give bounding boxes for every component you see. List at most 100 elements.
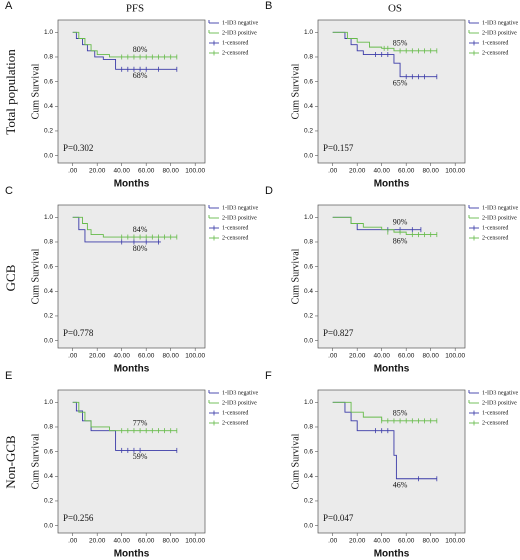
legend-entry: 2-ID3 positive: [468, 400, 517, 406]
legend-label: 2-censored: [482, 420, 508, 426]
survival-curve: [332, 31, 437, 52]
x-tick-label: 80.00: [163, 538, 180, 545]
x-tick-label: 100.00: [185, 538, 205, 545]
legend-entry: 2-ID3 positive: [208, 215, 257, 221]
legend-entry: 1-censored: [209, 410, 248, 416]
y-tick-label: 0.4: [44, 473, 53, 480]
y-tick-label: 0.2: [44, 313, 53, 320]
legend-entry: 1-ID3 negative: [468, 390, 518, 396]
legend-label: 2-censored: [222, 50, 248, 56]
row-title: GCB: [3, 264, 18, 291]
x-tick-label: 80.00: [423, 538, 440, 545]
x-tick-label: 20.00: [349, 353, 366, 360]
legend-label: 2-censored: [482, 50, 508, 56]
y-tick-label: 0.6: [44, 78, 53, 85]
legend-label: 2-ID3 positive: [222, 215, 257, 221]
row-title: Non-GCB: [3, 435, 18, 489]
survival-label: 90%: [393, 217, 408, 226]
survival-label: 85%: [393, 39, 408, 48]
x-tick-label: 80.00: [423, 353, 440, 360]
legend-entry: 1-ID3 negative: [208, 390, 258, 396]
y-tick-label: 0.4: [304, 288, 313, 295]
legend-label: 2-ID3 positive: [482, 400, 517, 406]
x-tick-label: 40.00: [374, 353, 391, 360]
legend-label: 1-ID3 negative: [222, 205, 258, 211]
legend-entry: 1-censored: [469, 410, 508, 416]
survival-label: 59%: [133, 452, 148, 461]
legend-entry: 1-ID3 negative: [208, 205, 258, 211]
p-value: P=0.827: [323, 328, 354, 338]
row-title: Total population: [3, 49, 18, 135]
survival-label: 85%: [393, 409, 408, 418]
y-tick-label: 1.0: [44, 399, 53, 406]
y-tick-label: 0.2: [44, 128, 53, 135]
x-tick-label: 20.00: [89, 538, 106, 545]
x-tick-label: .00: [68, 353, 77, 360]
x-tick-label: 80.00: [163, 168, 180, 175]
legend-label: 1-censored: [222, 40, 248, 46]
panel-label: D: [265, 185, 273, 197]
y-tick-label: 0.4: [304, 103, 313, 110]
survival-curve: [72, 216, 177, 238]
x-axis-label: Months: [374, 364, 410, 375]
x-tick-label: 80.00: [163, 353, 180, 360]
survival-label: 80%: [133, 244, 148, 253]
legend-label: 2-censored: [222, 420, 248, 426]
legend-entry: 1-ID3 negative: [208, 20, 258, 26]
x-tick-label: 60.00: [398, 353, 415, 360]
p-value: P=0.302: [63, 143, 93, 153]
survival-curve: [72, 31, 177, 58]
panel-label: B: [265, 0, 272, 12]
y-axis-label: Cum Survival: [290, 63, 301, 119]
x-tick-label: 100.00: [445, 168, 465, 175]
x-tick-label: 40.00: [114, 538, 131, 545]
y-tick-label: 0.0: [304, 152, 313, 159]
x-tick-label: .00: [68, 168, 77, 175]
legend-label: 1-censored: [482, 40, 508, 46]
y-tick-label: 1.0: [304, 29, 313, 36]
y-tick-label: 0.0: [44, 522, 53, 529]
legend-entry: 2-censored: [469, 420, 508, 426]
legend-entry: 2-ID3 positive: [468, 215, 517, 221]
legend-label: 2-ID3 positive: [482, 215, 517, 221]
x-axis-label: Months: [114, 179, 150, 190]
y-tick-label: 0.6: [304, 448, 313, 455]
y-tick-label: 1.0: [44, 29, 53, 36]
y-tick-label: 0.0: [44, 337, 53, 344]
x-tick-label: 40.00: [114, 353, 131, 360]
y-tick-label: 0.2: [304, 498, 313, 505]
legend-label: 2-censored: [222, 235, 248, 241]
x-tick-label: 100.00: [185, 168, 205, 175]
legend-entry: 2-censored: [209, 50, 248, 56]
x-tick-label: 100.00: [445, 353, 465, 360]
legend-label: 1-ID3 negative: [482, 390, 518, 396]
x-tick-label: 100.00: [185, 353, 205, 360]
legend-entry: 2-ID3 positive: [208, 400, 257, 406]
x-tick-label: .00: [328, 168, 337, 175]
x-tick-label: 40.00: [374, 538, 391, 545]
x-tick-label: .00: [328, 353, 337, 360]
plot-area: [57, 204, 206, 349]
y-tick-label: 0.6: [304, 263, 313, 270]
plot-area: [317, 389, 466, 534]
legend-label: 2-censored: [482, 235, 508, 241]
legend-label: 1-censored: [482, 225, 508, 231]
y-tick-label: 1.0: [304, 399, 313, 406]
plot-area: [57, 389, 206, 534]
legend-label: 2-ID3 positive: [222, 30, 257, 36]
y-tick-label: 0.4: [304, 473, 313, 480]
legend-label: 1-ID3 negative: [222, 20, 258, 26]
legend-label: 1-censored: [222, 225, 248, 231]
legend-entry: 2-censored: [209, 235, 248, 241]
panel-label: A: [5, 0, 13, 12]
y-tick-label: 1.0: [44, 214, 53, 221]
y-axis-label: Cum Survival: [30, 248, 41, 304]
p-value: P=0.047: [323, 513, 354, 523]
survival-curve: [332, 216, 437, 236]
x-tick-label: 60.00: [398, 168, 415, 175]
x-tick-label: .00: [328, 538, 337, 545]
p-value: P=0.256: [63, 513, 94, 523]
legend-entry: 2-ID3 positive: [468, 30, 517, 36]
y-axis-label: Cum Survival: [290, 248, 301, 304]
